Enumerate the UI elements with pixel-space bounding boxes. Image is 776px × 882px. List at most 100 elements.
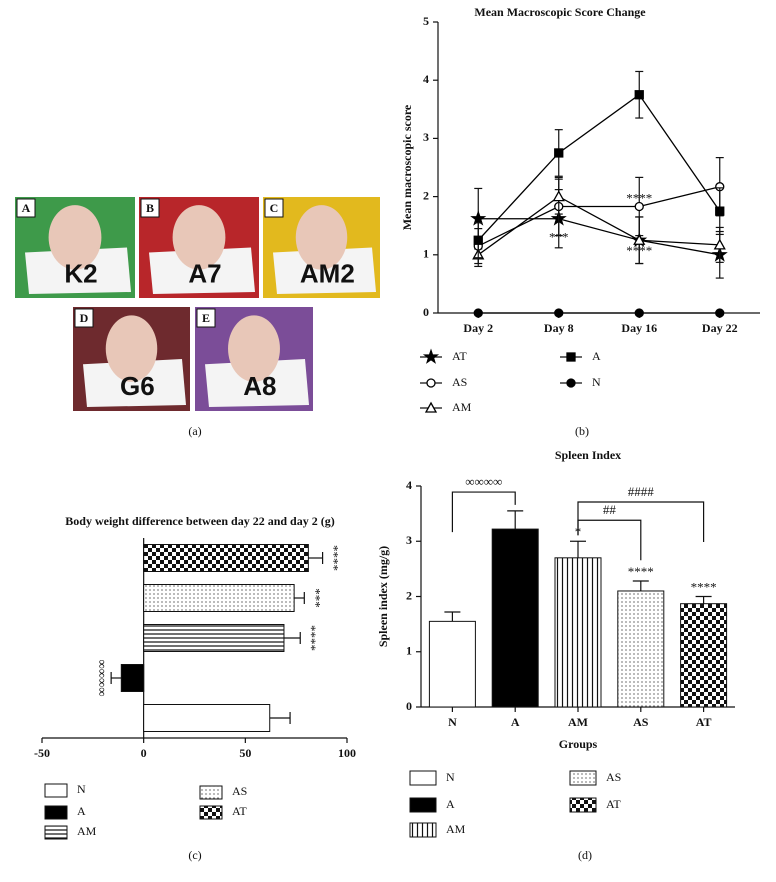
legend-label: N bbox=[592, 375, 601, 389]
legend-swatch bbox=[199, 785, 223, 800]
photo-card bbox=[205, 359, 309, 407]
y-tick-label: 1 bbox=[423, 247, 429, 261]
photo-card-text: A7 bbox=[188, 259, 221, 289]
y-tick-label: 3 bbox=[423, 130, 429, 144]
chart-title: Spleen Index bbox=[555, 448, 621, 462]
photo-letter-box bbox=[16, 198, 36, 218]
photo-letter-box bbox=[140, 198, 160, 218]
legend-label: AM bbox=[452, 400, 472, 414]
legend-label: A bbox=[592, 349, 601, 363]
bar bbox=[428, 620, 476, 708]
y-tick-label: 5 bbox=[423, 14, 429, 28]
photo-card-text: K2 bbox=[64, 259, 97, 289]
photo-letter: E bbox=[202, 311, 210, 325]
legend-label: AM bbox=[77, 824, 97, 838]
legend-label: A bbox=[77, 804, 86, 818]
marker bbox=[473, 308, 483, 318]
x-tick-label: AS bbox=[633, 715, 649, 729]
marker bbox=[715, 206, 725, 216]
marker bbox=[566, 352, 576, 362]
legend-swatch bbox=[199, 805, 223, 820]
bracket bbox=[451, 491, 516, 533]
y-tick-label: 3 bbox=[406, 533, 412, 547]
y-axis-label: Spleen index (mg/g) bbox=[376, 546, 390, 647]
bar bbox=[120, 664, 145, 692]
photo-letter: D bbox=[80, 311, 89, 325]
photo-letter: C bbox=[270, 201, 279, 215]
marker bbox=[634, 308, 644, 318]
photo-card bbox=[273, 247, 376, 294]
marker bbox=[713, 238, 726, 250]
chart-title: Body weight difference between day 22 an… bbox=[65, 514, 334, 528]
marker bbox=[715, 308, 725, 318]
photo-card-text: A8 bbox=[243, 371, 276, 401]
bracket bbox=[577, 519, 642, 561]
x-tick-label: 100 bbox=[338, 746, 356, 760]
caption: (b) bbox=[575, 424, 589, 438]
series-line bbox=[477, 195, 720, 256]
bar bbox=[143, 704, 271, 732]
x-tick-label: Day 22 bbox=[702, 321, 738, 335]
photo-paw bbox=[228, 315, 280, 382]
legend-swatch bbox=[569, 797, 597, 813]
bar bbox=[143, 624, 285, 652]
legend-label: AS bbox=[452, 375, 467, 389]
x-tick-label: AT bbox=[696, 715, 712, 729]
x-tick-label: AM bbox=[568, 715, 588, 729]
y-tick-label: 1 bbox=[406, 644, 412, 658]
x-tick-label: -50 bbox=[34, 746, 50, 760]
bar bbox=[491, 528, 539, 708]
legend-swatch bbox=[409, 770, 437, 786]
annotation: **** bbox=[327, 545, 342, 571]
bracket-label: ∞∞∞∞ bbox=[465, 474, 502, 489]
y-tick-label: 4 bbox=[423, 72, 429, 86]
bar bbox=[617, 590, 665, 708]
photo-paw bbox=[172, 205, 226, 270]
x-tick-label: Day 8 bbox=[544, 321, 574, 335]
marker bbox=[554, 308, 564, 318]
annotation: **** bbox=[691, 579, 717, 594]
photo-card bbox=[25, 247, 131, 294]
annotation: *** bbox=[308, 588, 323, 608]
y-tick-label: 0 bbox=[406, 699, 412, 713]
marker bbox=[566, 378, 576, 388]
x-tick-label: N bbox=[448, 715, 457, 729]
marker bbox=[552, 190, 565, 202]
marker bbox=[634, 90, 644, 100]
series-line bbox=[477, 186, 720, 247]
marker bbox=[422, 348, 440, 364]
photo-paw bbox=[105, 315, 158, 382]
marker bbox=[554, 148, 564, 158]
photo-card-text: G6 bbox=[120, 371, 155, 401]
annotation: ∞∞∞∞ bbox=[95, 659, 110, 696]
legend-label: AS bbox=[606, 770, 621, 784]
legend-label: AT bbox=[232, 804, 247, 818]
marker bbox=[424, 401, 438, 413]
legend-label: AS bbox=[232, 784, 247, 798]
bar bbox=[554, 557, 602, 708]
bracket bbox=[577, 501, 705, 543]
y-tick-label: 2 bbox=[406, 588, 412, 602]
chart-title: Mean Macroscopic Score Change bbox=[474, 5, 646, 19]
photo-letter: A bbox=[22, 201, 31, 215]
bar bbox=[143, 584, 295, 612]
legend-swatch bbox=[409, 797, 437, 813]
marker bbox=[633, 233, 646, 245]
photo-paw bbox=[295, 205, 348, 270]
annotation: *** bbox=[549, 229, 569, 244]
photo-letter: B bbox=[146, 201, 154, 215]
annotation: **** bbox=[626, 243, 652, 258]
legend-swatch bbox=[44, 825, 68, 840]
y-tick-label: 4 bbox=[406, 478, 412, 492]
legend-swatch bbox=[44, 805, 68, 820]
marker bbox=[634, 201, 644, 212]
annotation: **** bbox=[626, 190, 652, 205]
photo-letter-box bbox=[74, 308, 94, 328]
x-tick-label: Day 16 bbox=[621, 321, 657, 335]
bracket-label: ## bbox=[603, 502, 617, 517]
photo-letter-box bbox=[264, 198, 284, 218]
photo-letter-box bbox=[196, 308, 216, 328]
y-tick-label: 2 bbox=[423, 188, 429, 202]
